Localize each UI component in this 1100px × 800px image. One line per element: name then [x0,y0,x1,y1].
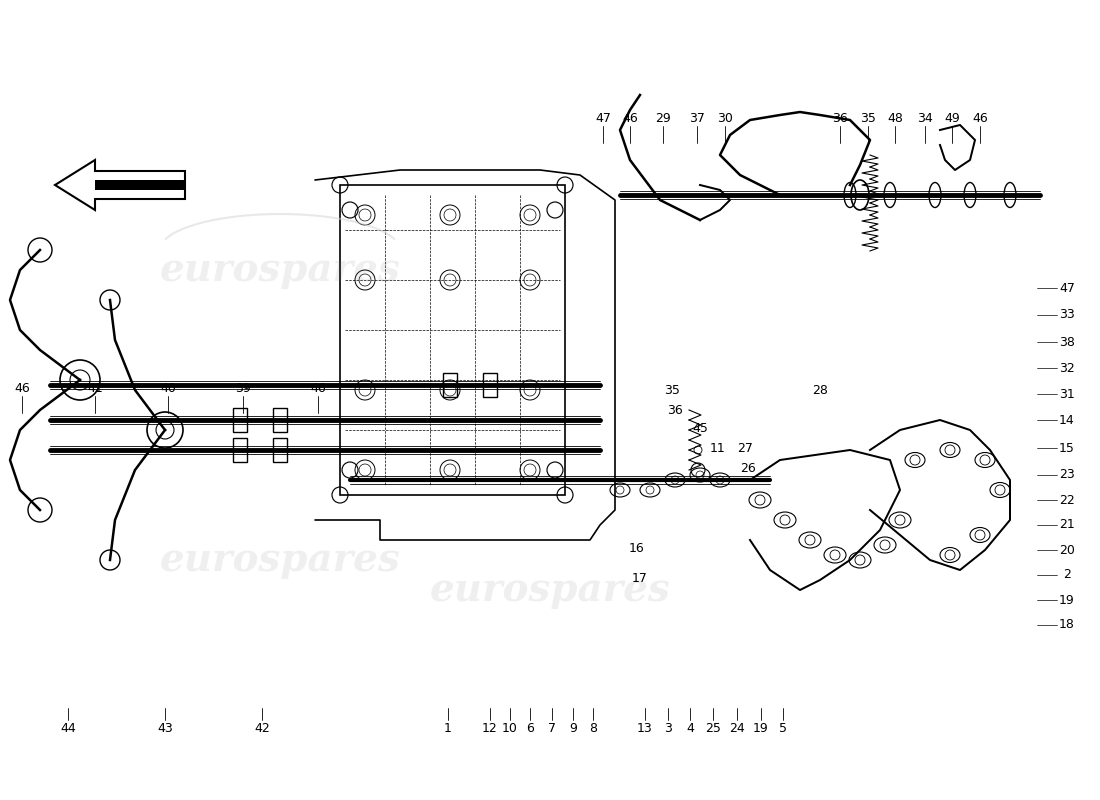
Text: 33: 33 [1059,309,1075,322]
Text: 12: 12 [482,722,498,734]
Text: 29: 29 [656,111,671,125]
Bar [273,408,287,432]
Text: 41: 41 [87,382,103,394]
Text: 36: 36 [832,111,848,125]
Text: 46: 46 [14,382,30,394]
Text: 25: 25 [705,722,720,734]
Text: 6: 6 [526,722,534,734]
Text: 1: 1 [444,722,452,734]
Text: 17: 17 [632,571,648,585]
Text: 46: 46 [972,111,988,125]
Text: 32: 32 [1059,362,1075,374]
Text: 9: 9 [569,722,576,734]
Text: 15: 15 [1059,442,1075,454]
Text: 8: 8 [588,722,597,734]
Text: 20: 20 [1059,543,1075,557]
Text: 48: 48 [887,111,903,125]
Text: 46: 46 [310,382,326,394]
Text: 10: 10 [502,722,518,734]
Text: 24: 24 [729,722,745,734]
Text: 49: 49 [944,111,960,125]
Bar [483,373,497,397]
Text: 13: 13 [637,722,653,734]
Text: 18: 18 [1059,618,1075,631]
Text: eurospares: eurospares [160,251,400,289]
Text: 11: 11 [711,442,726,454]
Text: 39: 39 [235,382,251,394]
Bar [443,373,456,397]
Text: 44: 44 [60,722,76,734]
Text: 26: 26 [740,462,756,474]
Text: 35: 35 [860,111,876,125]
Text: 22: 22 [1059,494,1075,506]
Text: 28: 28 [812,383,828,397]
Text: eurospares: eurospares [160,541,400,579]
Text: 19: 19 [754,722,769,734]
Text: 30: 30 [717,111,733,125]
Text: 3: 3 [664,722,672,734]
Text: 21: 21 [1059,518,1075,531]
FancyArrow shape [55,160,185,210]
Text: 42: 42 [254,722,270,734]
Text: 35: 35 [664,383,680,397]
Text: 7: 7 [548,722,556,734]
Bar [233,408,248,432]
Bar [233,438,248,462]
Text: 19: 19 [1059,594,1075,606]
Text: 16: 16 [629,542,645,554]
Text: 47: 47 [595,111,610,125]
Text: eurospares: eurospares [430,571,670,609]
Text: 4: 4 [686,722,694,734]
Text: 38: 38 [1059,335,1075,349]
Bar [340,185,565,495]
Text: 36: 36 [667,403,683,417]
Text: 5: 5 [779,722,786,734]
Bar [273,438,287,462]
Text: 14: 14 [1059,414,1075,426]
Text: 40: 40 [161,382,176,394]
Text: 27: 27 [737,442,752,454]
Text: 45: 45 [692,422,708,434]
Text: 43: 43 [157,722,173,734]
FancyArrow shape [95,180,185,190]
Text: 46: 46 [623,111,638,125]
Text: 23: 23 [1059,469,1075,482]
Text: 37: 37 [689,111,705,125]
Text: 2: 2 [1063,569,1071,582]
Text: 31: 31 [1059,387,1075,401]
Text: 34: 34 [917,111,933,125]
Text: 47: 47 [1059,282,1075,294]
